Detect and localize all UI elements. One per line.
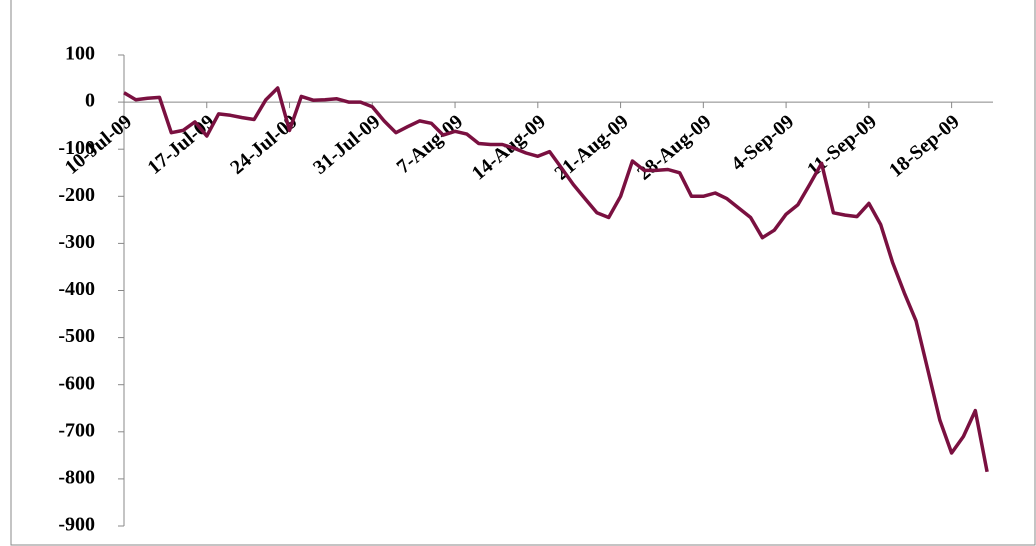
y-tick-label: -300 xyxy=(58,231,95,253)
y-tick-label: -500 xyxy=(58,325,95,347)
line-series xyxy=(123,86,989,473)
y-tick-label: -100 xyxy=(58,137,95,159)
y-tick-label: -400 xyxy=(58,278,95,300)
chart-frame xyxy=(10,0,1036,546)
y-tick-label: 100 xyxy=(65,43,95,65)
y-tick-label: -900 xyxy=(58,514,95,536)
y-tick-label: -600 xyxy=(58,372,95,394)
y-tick-label: -700 xyxy=(58,419,95,441)
y-tick-label: -200 xyxy=(58,184,95,206)
y-tick-label: 0 xyxy=(85,90,95,112)
y-tick-label: -800 xyxy=(58,466,95,488)
